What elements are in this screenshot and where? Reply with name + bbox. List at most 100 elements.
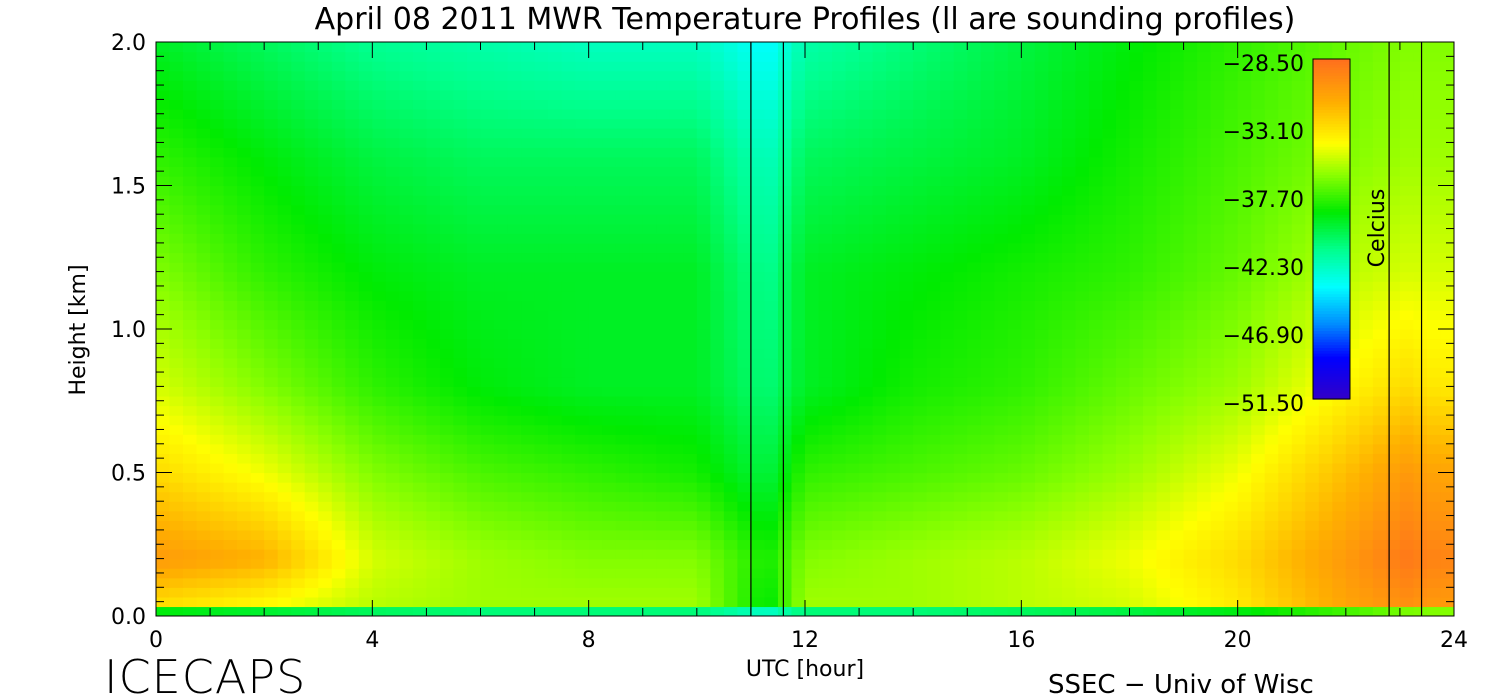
heatmap-cell — [1075, 166, 1090, 177]
heatmap-cell — [575, 128, 590, 139]
heatmap-cell — [1007, 290, 1022, 301]
heatmap-cell — [385, 501, 400, 512]
heatmap-cell — [223, 348, 238, 359]
heatmap-cell — [1399, 568, 1415, 579]
heatmap-cell — [575, 462, 590, 474]
heatmap-cell — [196, 510, 211, 521]
heatmap-cell — [548, 577, 563, 588]
heatmap-cell — [859, 549, 874, 560]
heatmap-cell — [507, 405, 522, 416]
heatmap-cell — [183, 290, 198, 301]
heatmap-cell — [548, 453, 563, 464]
heatmap-cell — [967, 568, 982, 579]
heatmap-cell — [210, 367, 225, 378]
heatmap-cell — [1237, 453, 1252, 464]
heatmap-cell — [507, 223, 522, 234]
heatmap-cell — [683, 242, 698, 254]
heatmap-cell — [669, 271, 684, 282]
heatmap-cell — [723, 309, 738, 321]
heatmap-cell — [1034, 252, 1049, 263]
heatmap-cell — [183, 405, 198, 416]
heatmap-cell — [399, 606, 414, 616]
heatmap-cell — [1156, 501, 1171, 512]
heatmap-cell — [696, 281, 711, 292]
heatmap-cell — [196, 415, 211, 426]
heatmap-cell — [1061, 185, 1077, 196]
heatmap-cell — [1305, 118, 1320, 129]
heatmap-cell — [1197, 367, 1212, 378]
heatmap-cell — [615, 242, 630, 254]
heatmap-cell — [1156, 539, 1171, 550]
heatmap-cell — [264, 462, 279, 474]
heatmap-cell — [886, 147, 901, 158]
heatmap-cell — [967, 520, 982, 531]
heatmap-cell — [196, 577, 211, 588]
heatmap-cell — [1061, 501, 1077, 512]
heatmap-cell — [764, 549, 779, 560]
heatmap-cell — [169, 415, 184, 426]
heatmap-cell — [683, 290, 698, 301]
heatmap-cell — [169, 108, 184, 120]
heatmap-cell — [1440, 501, 1454, 512]
heatmap-cell — [237, 252, 252, 263]
heatmap-cell — [1278, 233, 1293, 244]
heatmap-cell — [385, 510, 400, 521]
heatmap-cell — [588, 329, 603, 340]
heatmap-cell — [602, 128, 617, 139]
heatmap-cell — [210, 223, 225, 234]
heatmap-cell — [1088, 281, 1104, 292]
heatmap-cell — [1251, 558, 1266, 569]
heatmap-cell — [1170, 453, 1185, 464]
heatmap-cell — [1413, 606, 1428, 616]
heatmap-cell — [1007, 118, 1022, 129]
heatmap-cell — [872, 357, 887, 368]
heatmap-cell — [1237, 472, 1252, 483]
heatmap-cell — [494, 357, 509, 368]
heatmap-cell — [156, 587, 171, 598]
heatmap-cell — [1251, 185, 1266, 196]
heatmap-cell — [358, 424, 373, 435]
heatmap-cell — [237, 166, 252, 177]
heatmap-cell — [210, 185, 225, 196]
heatmap-cell — [237, 233, 252, 244]
heatmap-cell — [1372, 175, 1387, 187]
heatmap-cell — [1345, 357, 1360, 368]
heatmap-cell — [1048, 568, 1063, 579]
heatmap-cell — [1143, 376, 1158, 387]
heatmap-cell — [521, 539, 536, 550]
heatmap-cell — [561, 501, 576, 512]
heatmap-cell — [304, 252, 319, 263]
heatmap-cell — [967, 262, 982, 273]
heatmap-cell — [710, 443, 725, 454]
heatmap-cell — [953, 529, 968, 541]
heatmap-cell — [372, 501, 387, 512]
heatmap-cell — [940, 405, 955, 416]
heatmap-cell — [196, 596, 211, 608]
heatmap-cell — [1224, 271, 1239, 282]
heatmap-cell — [439, 271, 455, 282]
heatmap-cell — [1278, 587, 1293, 598]
heatmap-cell — [1224, 596, 1239, 608]
heatmap-cell — [426, 223, 441, 234]
heatmap-cell — [615, 367, 630, 378]
heatmap-cell — [710, 242, 725, 254]
heatmap-cell — [1129, 405, 1144, 416]
heatmap-cell — [426, 300, 441, 311]
heatmap-cell — [1075, 482, 1090, 493]
heatmap-cell — [1048, 424, 1063, 435]
heatmap-cell — [1021, 156, 1036, 167]
heatmap-cell — [1359, 558, 1374, 569]
heatmap-cell — [777, 300, 793, 311]
heatmap-cell — [913, 443, 928, 454]
heatmap-cell — [372, 558, 387, 569]
heatmap-cell — [1088, 596, 1104, 608]
heatmap-cell — [1156, 156, 1171, 167]
heatmap-cell — [1197, 195, 1212, 206]
heatmap-cell — [1278, 137, 1293, 148]
heatmap-cell — [304, 482, 319, 493]
heatmap-cell — [1061, 156, 1077, 167]
heatmap-cell — [466, 424, 482, 435]
heatmap-cell — [1197, 405, 1212, 416]
heatmap-cell — [1102, 443, 1117, 454]
heatmap-cell — [1372, 405, 1387, 416]
